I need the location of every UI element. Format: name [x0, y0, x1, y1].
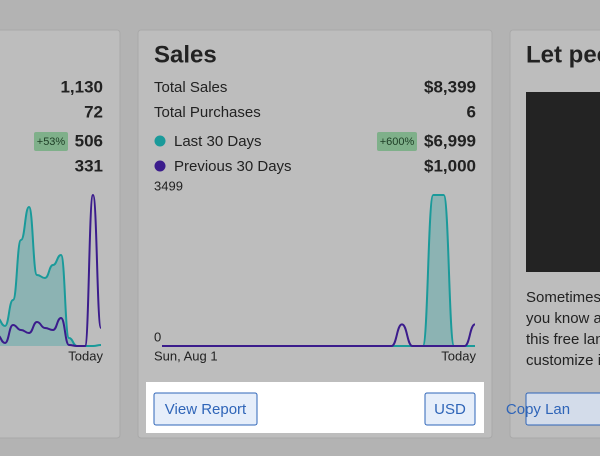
badge: +53% — [37, 136, 66, 148]
stat-value: 6 — [467, 102, 476, 121]
area — [0, 207, 101, 346]
legend-label: Previous 30 Days — [174, 158, 292, 175]
body-text: you know a — [526, 310, 600, 327]
x-tick-label: Today — [441, 348, 476, 363]
card-title: Sales — [154, 41, 217, 68]
video-preview — [526, 92, 600, 272]
stat-value: $8,399 — [424, 77, 476, 96]
card-title: Let peo — [526, 41, 600, 68]
y-tick-label: 0 — [154, 329, 161, 344]
badge-bg — [34, 132, 68, 151]
stat-value: 331 — [75, 156, 103, 175]
button-bg — [525, 392, 600, 426]
y-tick-label: 3499 — [154, 178, 183, 193]
x-tick-label: Today — [68, 348, 103, 363]
stat-value: 1,130 — [60, 77, 103, 96]
legend-dot — [154, 135, 166, 147]
line — [0, 193, 102, 347]
x-tick-label: Sun, Aug 1 — [154, 348, 218, 363]
stat-value: 506 — [75, 131, 103, 150]
stat-label: Total Purchases — [154, 104, 261, 121]
sales-chart — [162, 194, 476, 347]
view-report-button[interactable]: View Report — [165, 401, 247, 418]
left-card — [0, 29, 121, 439]
legend-dot — [154, 160, 166, 172]
stat-value: $1,000 — [424, 156, 476, 175]
badge-bg — [377, 132, 417, 151]
stat-value: 72 — [84, 102, 103, 121]
button-bg — [424, 392, 476, 426]
area — [162, 195, 475, 346]
left-chart — [0, 193, 102, 347]
body-text: customize i — [526, 352, 600, 369]
copy-button[interactable]: Copy Lan — [506, 401, 570, 418]
button-bg — [153, 392, 258, 426]
line — [162, 323, 476, 347]
stat-label: Total Sales — [154, 79, 227, 96]
body-text: Sometimes — [526, 289, 600, 306]
legend-label: Last 30 Days — [174, 133, 262, 150]
stat-value: $6,999 — [424, 131, 476, 150]
currency-button[interactable]: USD — [434, 401, 466, 418]
badge: +600% — [380, 136, 415, 148]
body-text: this free lan — [526, 331, 600, 348]
